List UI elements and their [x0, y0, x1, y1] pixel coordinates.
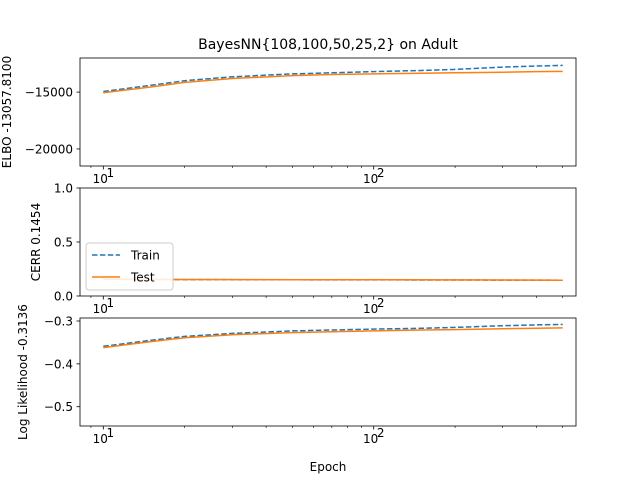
y-tick-label: 0.0 [54, 290, 73, 304]
y-tick-label: −0.4 [44, 357, 73, 371]
x-tick-label: 10 [93, 172, 108, 186]
series-line-train [103, 323, 563, 348]
y-axis-label: CERR 0.1454 [29, 203, 43, 281]
y-tick-label: −20000 [25, 142, 73, 156]
axes-frame [79, 317, 577, 427]
x-tick-exponent: 1 [106, 296, 114, 310]
x-tick-exponent: 1 [106, 426, 114, 440]
legend-label-train: Train [130, 249, 160, 263]
chart-title: BayesNN{108,100,50,25,2} on Adult [198, 37, 458, 53]
x-tick-exponent: 1 [106, 166, 114, 180]
legend-label-test: Test [130, 271, 155, 285]
y-tick-label: 1.0 [54, 182, 73, 196]
legend-box [85, 242, 174, 291]
series-line-test [103, 70, 563, 94]
legend: Train Test [85, 242, 174, 291]
x-tick-label: 10 [363, 302, 378, 316]
x-tick-exponent: 2 [377, 296, 385, 310]
y-tick-label: −15000 [25, 86, 73, 100]
y-tick-label: 0.5 [54, 236, 73, 250]
x-tick-label: 10 [93, 302, 108, 316]
y-tick-label: −0.3 [44, 315, 73, 329]
y-tick-label: −0.5 [44, 400, 73, 414]
x-tick-label: 10 [363, 432, 378, 446]
series-line-train [103, 64, 563, 93]
series-line-test [103, 278, 563, 281]
x-tick-label: 10 [363, 172, 378, 186]
series-line-test [103, 327, 563, 349]
x-tick-label: 10 [93, 432, 108, 446]
x-tick-exponent: 2 [377, 426, 385, 440]
x-axis-label: Epoch [310, 460, 347, 474]
y-axis-label: Log Likelihood -0.3136 [16, 304, 30, 440]
axes-frame [79, 57, 577, 167]
x-tick-exponent: 2 [377, 166, 385, 180]
y-axis-label: ELBO -13057.8100 [0, 56, 14, 168]
